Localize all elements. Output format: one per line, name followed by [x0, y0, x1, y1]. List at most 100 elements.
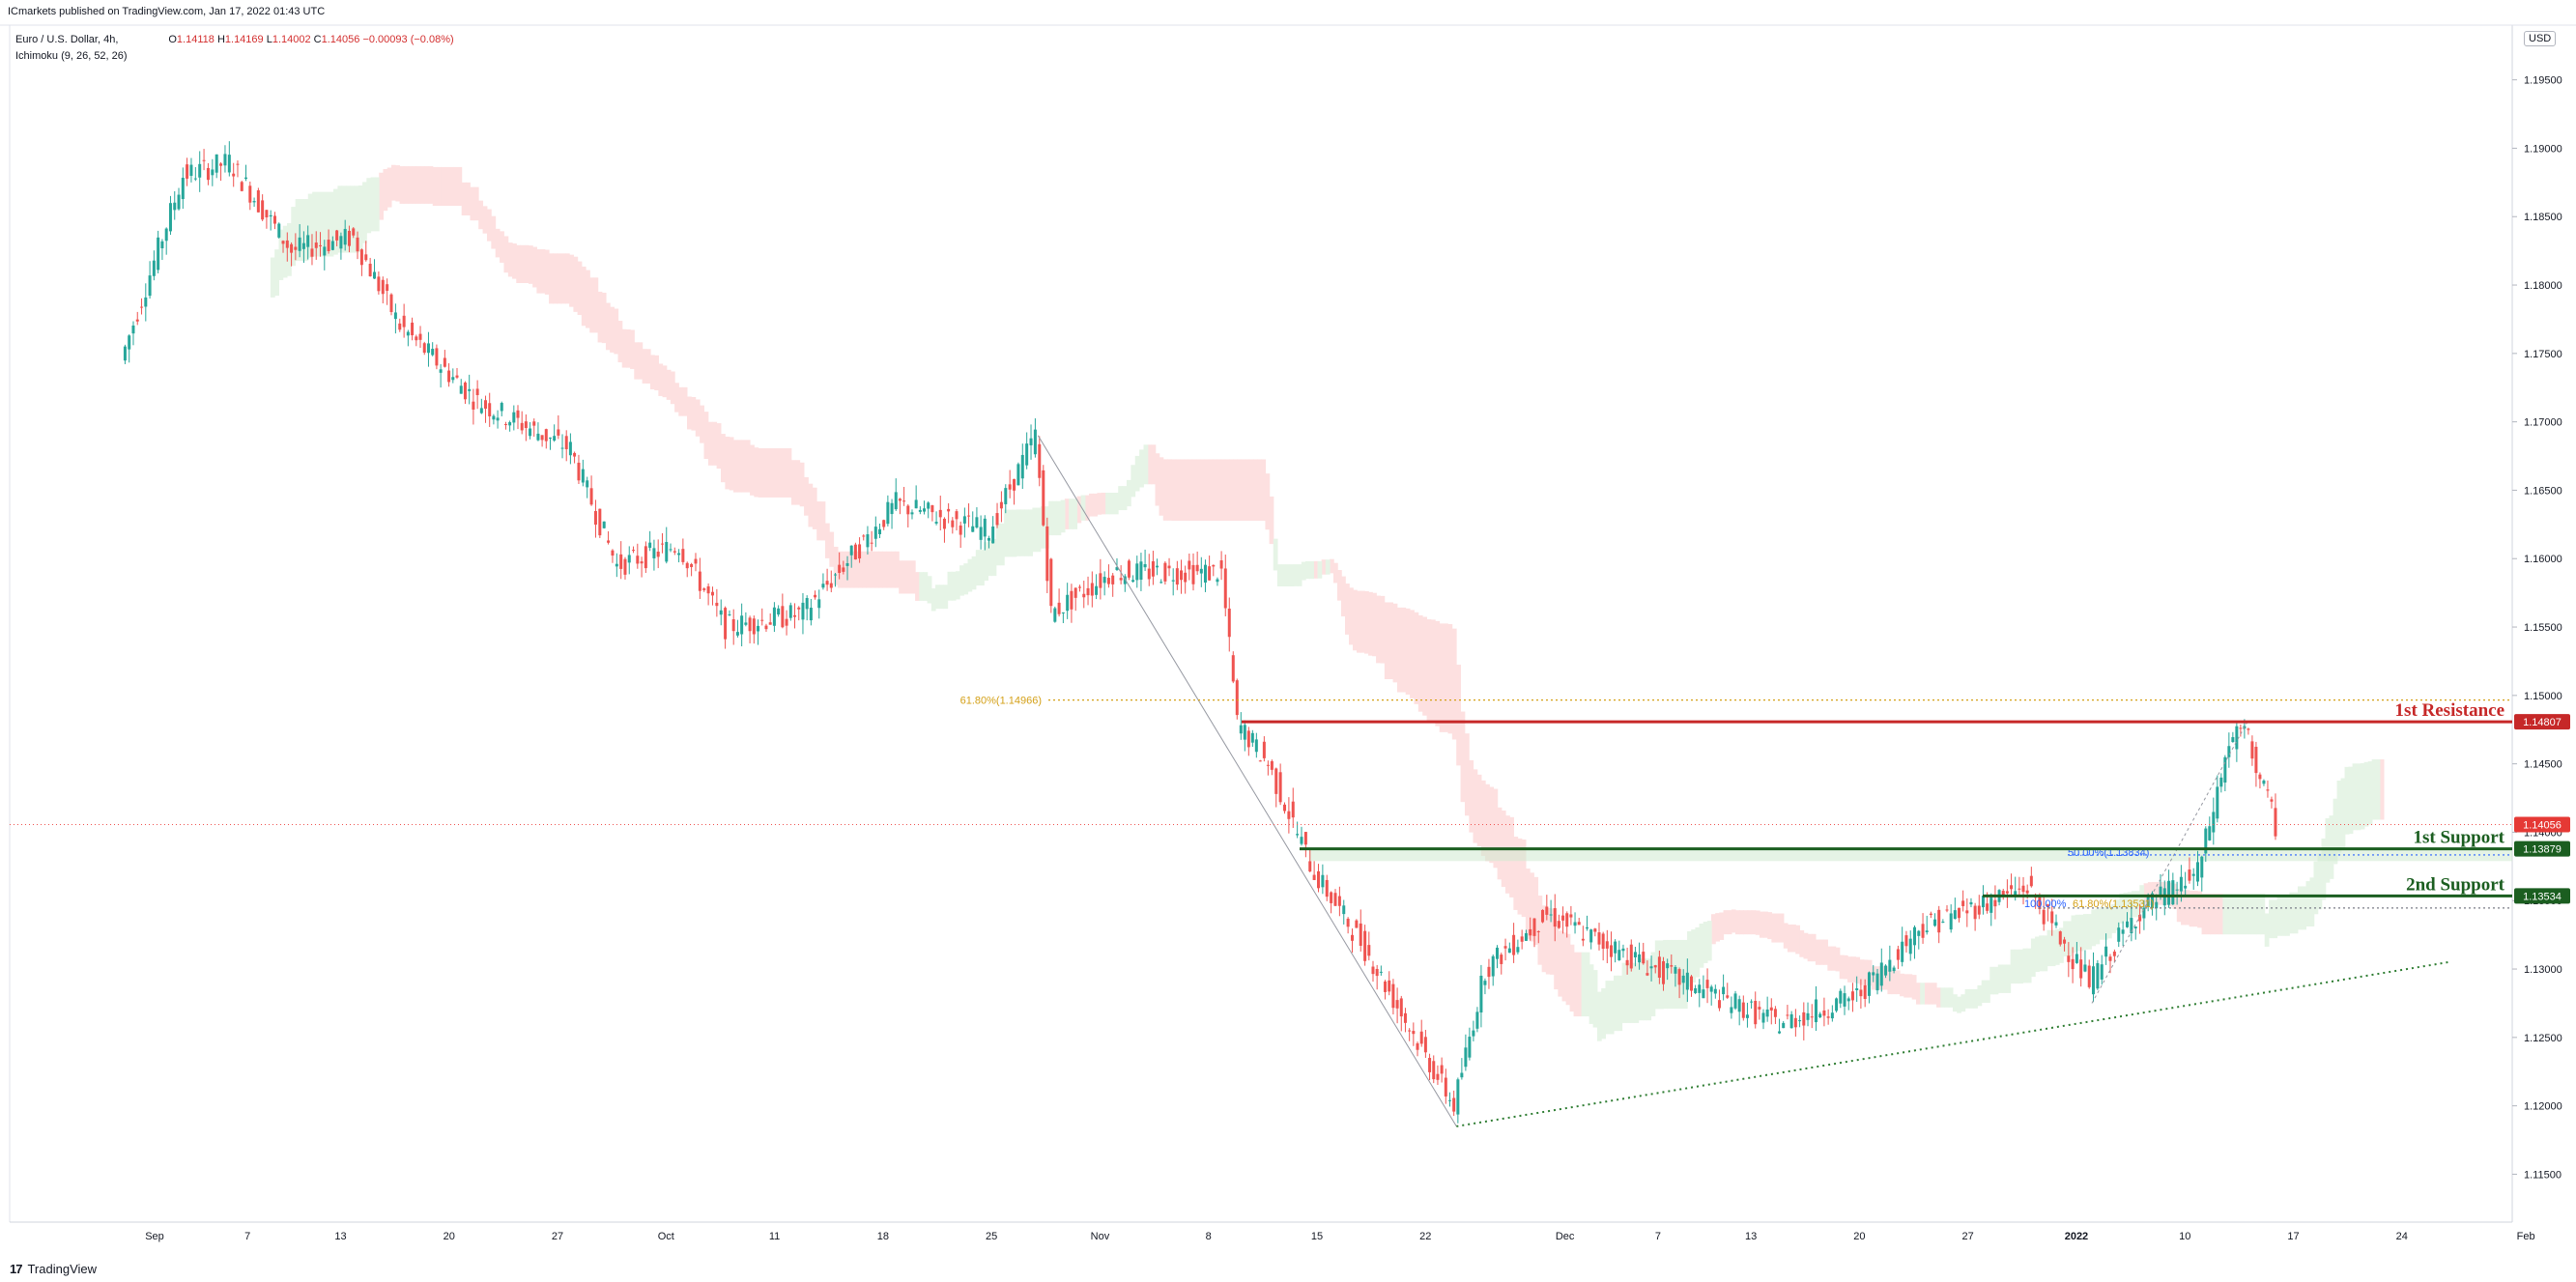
- candle[interactable]: [2042, 895, 2046, 931]
- candle[interactable]: [447, 363, 451, 387]
- candle[interactable]: [1532, 918, 1536, 948]
- candle[interactable]: [1379, 965, 1383, 976]
- candle[interactable]: [1321, 864, 1325, 895]
- candle[interactable]: [1337, 886, 1341, 917]
- rising-trendline[interactable]: [1456, 960, 2449, 1127]
- candle[interactable]: [809, 598, 813, 626]
- candle[interactable]: [1677, 967, 1681, 999]
- candle[interactable]: [2096, 959, 2100, 990]
- candle[interactable]: [557, 414, 560, 440]
- candle[interactable]: [788, 602, 792, 621]
- candle[interactable]: [2175, 881, 2179, 905]
- candle[interactable]: [1814, 985, 1818, 1031]
- candle[interactable]: [1391, 979, 1395, 1015]
- candle[interactable]: [285, 232, 289, 262]
- candle[interactable]: [927, 500, 930, 519]
- candle[interactable]: [1115, 557, 1119, 572]
- candle[interactable]: [2063, 936, 2067, 952]
- candle[interactable]: [1685, 958, 1689, 1003]
- candle[interactable]: [1973, 902, 1977, 931]
- candle[interactable]: [1038, 436, 1042, 487]
- candle[interactable]: [1388, 971, 1391, 996]
- candle[interactable]: [1933, 913, 1937, 927]
- candle[interactable]: [1095, 574, 1099, 600]
- candle[interactable]: [1569, 905, 1573, 926]
- candle[interactable]: [2219, 773, 2223, 793]
- candle[interactable]: [1839, 988, 1843, 1009]
- candle[interactable]: [1342, 899, 1346, 925]
- candle[interactable]: [814, 590, 817, 600]
- candle[interactable]: [1674, 965, 1677, 987]
- candle[interactable]: [1464, 1034, 1468, 1071]
- candle[interactable]: [1283, 802, 1287, 814]
- candle[interactable]: [1333, 889, 1337, 907]
- candle[interactable]: [2212, 797, 2216, 845]
- candle[interactable]: [1577, 918, 1581, 926]
- candle[interactable]: [1270, 759, 1274, 776]
- candle[interactable]: [398, 318, 402, 332]
- candle[interactable]: [1722, 974, 1726, 1001]
- candle[interactable]: [971, 511, 975, 532]
- candle[interactable]: [508, 420, 512, 432]
- candle[interactable]: [244, 164, 248, 182]
- candle[interactable]: [2204, 826, 2208, 862]
- candle[interactable]: [1180, 559, 1184, 594]
- candle[interactable]: [540, 435, 544, 447]
- candle[interactable]: [128, 334, 131, 363]
- candle[interactable]: [652, 539, 656, 571]
- candle[interactable]: [838, 552, 842, 580]
- candle[interactable]: [2125, 912, 2129, 928]
- candle[interactable]: [731, 609, 735, 645]
- candle[interactable]: [1733, 990, 1737, 1011]
- candle[interactable]: [1167, 557, 1171, 577]
- candle[interactable]: [272, 212, 276, 230]
- candle[interactable]: [757, 619, 760, 645]
- candle[interactable]: [983, 515, 987, 551]
- candle[interactable]: [821, 573, 825, 590]
- candle[interactable]: [1689, 975, 1693, 997]
- candle[interactable]: [484, 395, 488, 423]
- candle[interactable]: [2196, 850, 2200, 887]
- candle[interactable]: [690, 562, 694, 577]
- candle[interactable]: [503, 421, 507, 430]
- candle[interactable]: [568, 433, 572, 465]
- candle[interactable]: [777, 605, 781, 617]
- candle[interactable]: [1503, 938, 1507, 961]
- symbol-title[interactable]: Euro / U.S. Dollar, 4h,: [15, 34, 119, 45]
- candle[interactable]: [2133, 926, 2137, 940]
- candle[interactable]: [347, 225, 351, 253]
- candle[interactable]: [632, 546, 636, 554]
- candle[interactable]: [607, 530, 611, 545]
- candle[interactable]: [512, 405, 516, 431]
- candle[interactable]: [1698, 979, 1702, 1008]
- candle[interactable]: [2058, 930, 2062, 947]
- candle[interactable]: [1642, 942, 1646, 965]
- candle[interactable]: [2130, 902, 2133, 942]
- candle[interactable]: [189, 157, 193, 183]
- candle[interactable]: [1730, 996, 1733, 1019]
- candle[interactable]: [1479, 964, 1483, 1028]
- candle[interactable]: [1203, 559, 1207, 592]
- candle[interactable]: [656, 539, 660, 569]
- candle[interactable]: [1875, 968, 1879, 995]
- candle[interactable]: [1529, 917, 1532, 941]
- candle[interactable]: [123, 344, 127, 364]
- candle[interactable]: [715, 588, 719, 617]
- candle[interactable]: [1123, 574, 1127, 592]
- candle[interactable]: [2100, 954, 2104, 985]
- candle[interactable]: [1191, 553, 1195, 591]
- candle[interactable]: [2235, 722, 2239, 762]
- candle[interactable]: [451, 368, 455, 384]
- candle[interactable]: [1082, 581, 1086, 609]
- candle[interactable]: [1835, 997, 1839, 1013]
- candle[interactable]: [1553, 894, 1557, 942]
- candle[interactable]: [593, 499, 597, 538]
- candle[interactable]: [2083, 950, 2087, 973]
- candle[interactable]: [492, 413, 496, 425]
- candle[interactable]: [1557, 914, 1560, 929]
- candle[interactable]: [886, 495, 890, 527]
- candle[interactable]: [665, 527, 669, 564]
- candle[interactable]: [615, 553, 618, 578]
- candle[interactable]: [728, 610, 731, 616]
- candle[interactable]: [724, 606, 728, 649]
